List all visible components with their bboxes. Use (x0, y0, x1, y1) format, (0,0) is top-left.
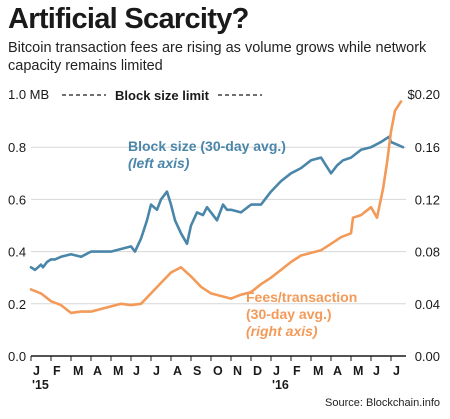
left-tick-label: 0.8 (8, 140, 26, 155)
x-tick-label: O (213, 364, 223, 378)
block-size-limit: Block size limit (62, 85, 262, 103)
limit-label-bg (108, 85, 216, 103)
x-tick-label: A (333, 364, 342, 378)
x-tick-label: N (233, 364, 242, 378)
left-tick-label: 0.2 (8, 297, 26, 312)
left-tick-label: 0.4 (8, 245, 26, 260)
x-year-label: '15 (32, 378, 49, 392)
left-tick-label: 0.6 (8, 192, 26, 207)
x-tick-label: J (153, 364, 160, 378)
series (29, 100, 405, 315)
chart-subtitle: Bitcoin transaction fees are rising as v… (8, 40, 427, 74)
x-tick-label: M (113, 364, 123, 378)
x-tick-label: M (73, 364, 83, 378)
fees-label-line2: (30-day avg.) (246, 306, 332, 322)
x-tick-label: M (353, 364, 363, 378)
x-year-label: '16 (272, 378, 289, 392)
gridlines (31, 146, 406, 305)
series-labels: Block size (30-day avg.) (left axis) Fee… (128, 138, 357, 339)
x-tick-label: A (173, 364, 182, 378)
limit-label: Block size limit (115, 88, 210, 103)
right-tick-label: 0.08 (415, 245, 440, 260)
fees-label-line3: (right axis) (246, 323, 318, 339)
right-tick-label: 0.04 (415, 297, 440, 312)
source-note: Source: Blockchain.info (325, 397, 440, 409)
axes: 0.0 0.00 0.2 0.04 0.4 0.08 0.6 0.12 0.8 0.16 1.0 M… (8, 87, 440, 392)
right-tick-label: 0.12 (415, 192, 440, 207)
x-tick-label: A (93, 364, 102, 378)
x-tick-label: F (53, 364, 61, 378)
x-tick-label: S (193, 364, 201, 378)
chart-title: Artificial Scarcity? (8, 3, 249, 35)
left-tick-label: 1.0 MB (8, 87, 49, 102)
x-tick-label: J (33, 364, 40, 378)
right-tick-label: $0.20 (407, 87, 440, 102)
x-tick-label: J (273, 364, 280, 378)
x-tick-label: J (133, 364, 140, 378)
x-tick-label: D (253, 364, 262, 378)
x-tick-label: J (393, 364, 400, 378)
block-size-line (29, 135, 405, 272)
x-tick-label: F (293, 364, 301, 378)
block-size-label-line1: Block size (30-day avg.) (128, 138, 286, 154)
fees-label-line1: Fees/transaction (246, 289, 357, 305)
right-tick-label: 0.00 (415, 349, 440, 364)
fees-line (29, 100, 403, 315)
x-tick-label: J (373, 364, 380, 378)
right-tick-label: 0.16 (415, 140, 440, 155)
left-tick-label: 0.0 (8, 349, 26, 364)
x-tick-label: M (313, 364, 323, 378)
block-size-label-line2: (left axis) (128, 155, 190, 171)
